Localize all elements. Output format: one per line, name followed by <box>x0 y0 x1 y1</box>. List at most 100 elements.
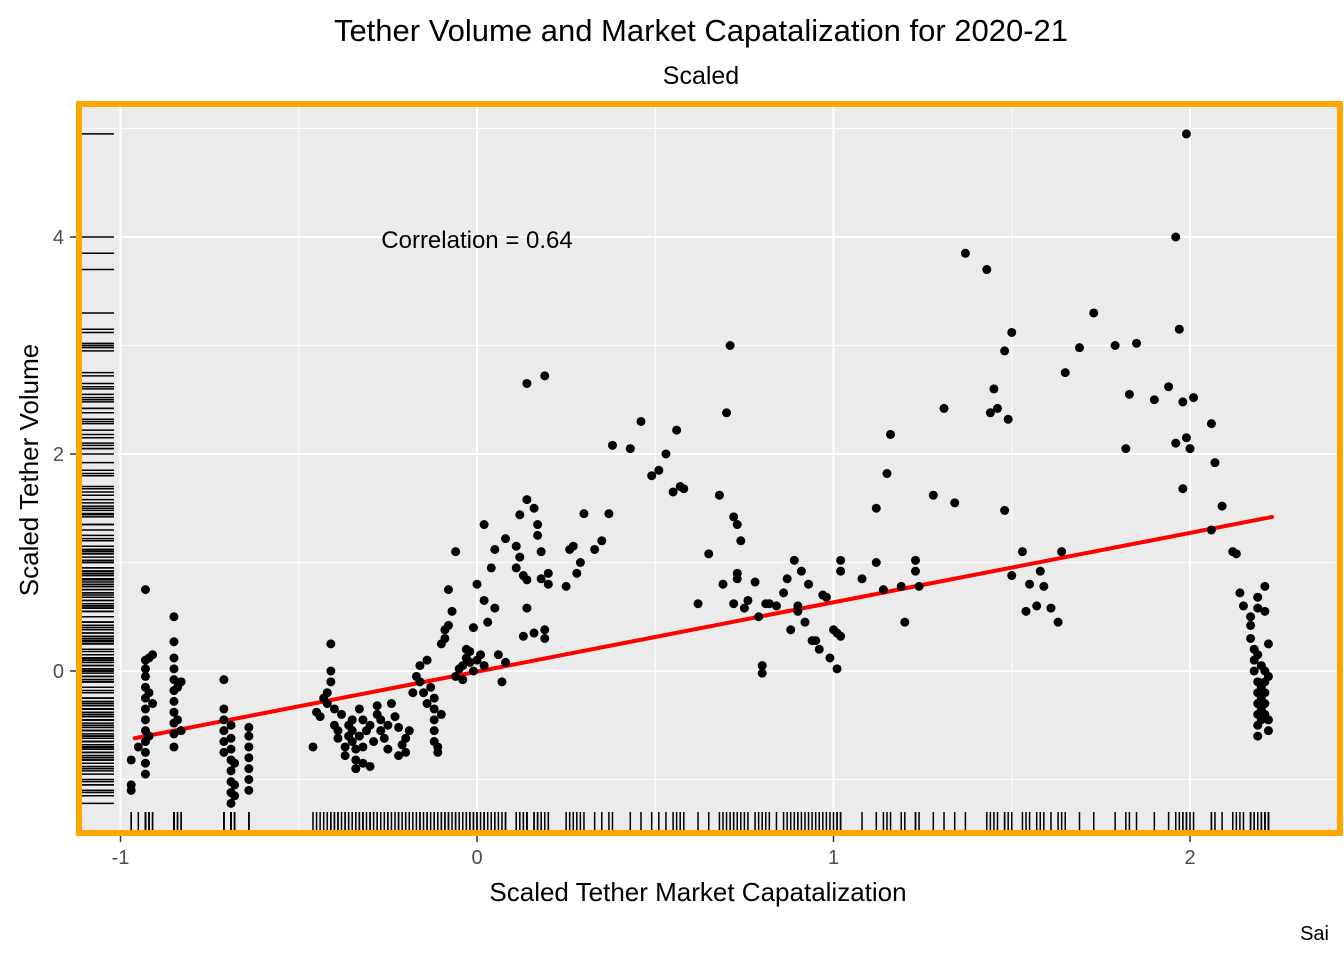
data-point <box>333 733 343 743</box>
chart-title: Tether Volume and Market Capatalization … <box>334 13 1068 48</box>
data-point <box>1007 571 1017 581</box>
data-point <box>536 547 546 557</box>
data-point <box>351 755 361 765</box>
data-point <box>1263 715 1273 725</box>
data-point <box>743 595 753 605</box>
data-point <box>144 688 154 698</box>
data-point <box>390 712 400 722</box>
data-point <box>369 737 379 747</box>
data-point <box>1260 606 1270 616</box>
data-point <box>836 631 846 641</box>
data-point <box>326 639 336 649</box>
data-point <box>440 633 450 643</box>
data-point <box>1039 581 1049 591</box>
data-point <box>443 620 453 630</box>
data-point <box>796 566 806 576</box>
data-point <box>789 555 799 565</box>
data-point <box>771 601 781 611</box>
data-point <box>468 623 478 633</box>
data-point <box>244 731 254 741</box>
data-point <box>394 751 404 761</box>
data-point <box>871 503 881 513</box>
data-point <box>169 729 179 739</box>
data-point <box>750 577 760 587</box>
data-point <box>832 664 842 674</box>
data-point <box>401 733 411 743</box>
data-point <box>928 490 938 500</box>
data-point <box>1263 726 1273 736</box>
data-point <box>1206 525 1216 535</box>
data-point <box>333 726 343 736</box>
data-point <box>597 536 607 546</box>
data-point <box>337 709 347 719</box>
data-point <box>543 568 553 578</box>
data-point <box>540 371 550 381</box>
data-point <box>1217 501 1227 511</box>
data-point <box>992 403 1002 413</box>
data-point <box>501 657 511 667</box>
data-point <box>1132 338 1142 348</box>
data-point <box>148 699 158 709</box>
data-point <box>857 574 867 584</box>
y-axis-label: Scaled Tether Volume <box>14 344 44 596</box>
data-point <box>226 733 236 743</box>
data-point <box>1263 671 1273 681</box>
data-point <box>757 661 767 671</box>
data-point <box>429 693 439 703</box>
data-point <box>529 628 539 638</box>
data-point <box>607 440 617 450</box>
data-point <box>365 761 375 771</box>
data-point <box>579 509 589 519</box>
data-point <box>886 429 896 439</box>
data-point <box>515 552 525 562</box>
data-point <box>422 699 432 709</box>
data-point <box>543 579 553 589</box>
data-point <box>722 408 732 418</box>
data-point <box>1185 444 1195 454</box>
plot-border <box>76 101 1343 836</box>
data-point <box>668 487 678 497</box>
data-point <box>1253 731 1263 741</box>
data-point <box>533 530 543 540</box>
data-point <box>479 520 489 530</box>
data-point <box>169 637 179 647</box>
y-tick-label: 2 <box>53 444 64 466</box>
data-point <box>1171 438 1181 448</box>
data-point <box>426 682 436 692</box>
data-point <box>483 617 493 627</box>
data-point <box>821 592 831 602</box>
data-point <box>169 664 179 674</box>
data-point <box>376 715 386 725</box>
data-point <box>244 785 254 795</box>
data-point <box>529 503 539 513</box>
data-point <box>408 688 418 698</box>
data-point <box>415 677 425 687</box>
data-point <box>140 758 150 768</box>
data-point <box>465 646 475 656</box>
data-point <box>329 704 339 714</box>
data-point <box>533 520 543 530</box>
data-point <box>561 581 571 591</box>
data-point <box>169 742 179 752</box>
axis-ticks: -1 0 1 2 0 2 4 <box>53 227 1196 869</box>
data-point <box>729 512 739 522</box>
x-tick-label: 2 <box>1184 847 1195 869</box>
data-point <box>882 469 892 479</box>
data-point <box>219 737 229 747</box>
data-point <box>169 696 179 706</box>
data-point <box>757 668 767 678</box>
data-point <box>372 701 382 711</box>
data-point <box>714 490 724 500</box>
data-point <box>308 742 318 752</box>
data-point <box>404 726 414 736</box>
data-point <box>1057 547 1067 557</box>
data-point <box>415 661 425 671</box>
data-point <box>1000 346 1010 356</box>
data-point <box>490 544 500 554</box>
data-point <box>1007 327 1017 337</box>
data-point <box>176 726 186 736</box>
data-point <box>522 603 532 613</box>
data-point <box>1089 308 1099 318</box>
data-point <box>219 675 229 685</box>
data-point <box>419 688 429 698</box>
